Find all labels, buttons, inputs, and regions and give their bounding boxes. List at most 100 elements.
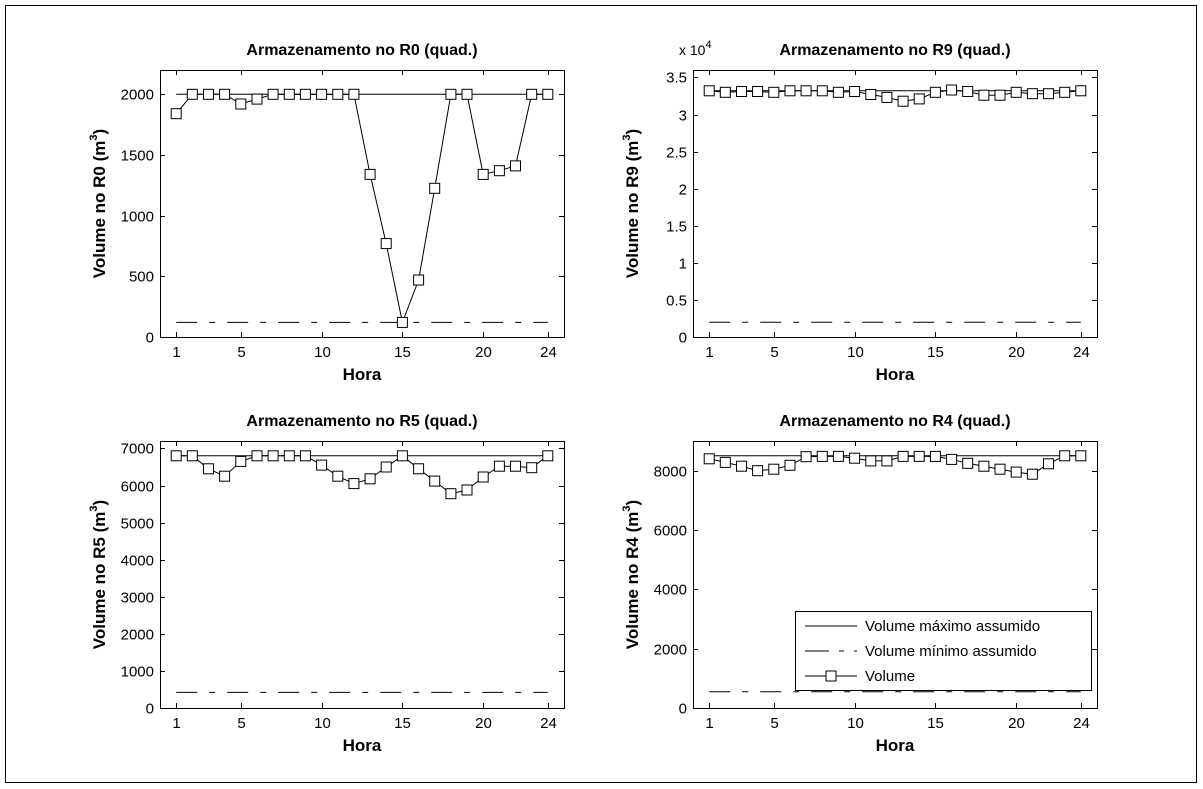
x-tick-label: 24 [1073,344,1090,361]
y-tick-label: 4000 [121,553,154,570]
y-tick-label: 2000 [121,87,154,104]
legend-label: Volume [865,668,915,685]
data-point-marker [332,88,344,100]
data-point-marker [768,86,780,98]
data-point-marker [364,473,376,485]
data-point-marker [768,463,780,475]
x-tick-label: 5 [770,344,778,361]
data-point-marker [897,450,909,462]
y-axis-label: Volume no R4 (m3) [621,500,642,649]
data-point-marker [784,85,796,97]
data-point-marker [736,460,747,472]
y-tick-label: 2.5 [666,145,687,162]
data-point-marker [929,450,941,462]
data-point-marker [510,460,521,472]
data-point-marker [510,160,521,172]
exponent-label: x 104 [679,39,712,58]
data-point-marker [752,465,764,477]
data-point-marker [978,89,990,101]
y-tick-label: 3.5 [666,70,687,87]
x-tick-label: 15 [927,344,944,361]
data-point-marker [477,471,489,483]
data-point-marker [1059,450,1071,462]
data-point-marker [170,108,182,120]
data-point-marker [994,89,1006,101]
data-point-marker [445,88,457,100]
data-point-marker [881,91,893,103]
x-tick-label: 5 [237,344,245,361]
y-tick-label: 0 [679,701,687,718]
data-point-marker [396,316,408,328]
data-point-marker [752,86,764,97]
data-point-marker [881,455,893,467]
y-tick-label: 4000 [654,582,687,599]
y-tick-label: 1000 [121,664,154,681]
y-tick-label: 2 [679,182,687,199]
y-tick-label: 1500 [121,148,154,165]
data-point-marker [267,450,279,462]
x-tick-label: 20 [1008,715,1025,732]
data-point-marker [897,95,909,107]
y-tick-label: 2000 [654,642,687,659]
data-point-marker [962,86,974,97]
x-tick-label: 24 [540,344,557,361]
data-point-marker [219,470,231,482]
data-point-marker [219,88,231,100]
x-tick-label: 10 [314,715,331,732]
data-point-marker [299,450,311,462]
data-point-marker [1026,468,1038,480]
data-point-marker [429,182,441,194]
data-point-marker [800,85,812,97]
y-tick-label: 1 [679,256,687,273]
data-point-marker [703,85,715,97]
data-point-marker [396,450,408,462]
data-point-marker [380,238,392,250]
legend: Volume máximo assumido Volume mínimo assu… [795,611,1092,691]
data-point-marker [283,450,295,462]
x-axis-label: Hora [876,365,915,384]
data-point-marker [800,451,812,463]
x-tick-label: 15 [394,344,411,361]
data-point-marker [526,88,538,100]
data-point-marker [477,168,489,180]
data-point-marker [913,93,925,105]
data-point-marker [946,84,958,96]
y-tick-label: 0 [146,330,154,347]
data-point-marker [832,86,844,98]
subplots-container: 1 5 10 15 20 240500100015002000Armazenamento … [88,39,1098,755]
y-tick-label: 1.5 [666,219,687,236]
data-point-marker [542,450,554,462]
data-point-marker [1010,466,1022,478]
data-point-marker [946,453,958,465]
data-point-marker [348,478,360,490]
x-tick-label: 15 [394,715,411,732]
data-point-marker [493,165,505,177]
x-tick-label: 10 [847,344,864,361]
data-point-marker [1043,88,1054,100]
data-point-marker [865,89,877,100]
data-point-marker [283,88,295,100]
data-point-marker [316,88,328,100]
data-point-marker [865,455,877,467]
data-point-marker [445,488,457,500]
data-point-marker [832,450,844,462]
legend-label: Volume máximo assumido [865,618,1040,635]
x-tick-label: 20 [475,715,492,732]
y-tick-label: 0.5 [666,293,687,310]
data-point-marker [316,459,328,471]
data-point-marker [186,88,198,100]
chart-title: Armazenamento no R5 (quad.) [246,413,477,430]
data-point-marker [332,470,344,482]
data-point-marker [929,86,941,98]
data-point-marker [413,463,425,475]
x-tick-label: 1 [705,344,713,361]
data-point-marker [203,463,214,475]
y-axis-label: Volume no R9 (m3) [621,129,642,278]
axes-box [693,70,1098,338]
axes-box [160,70,565,338]
y-tick-label: 5000 [121,516,154,533]
y-tick-label: 0 [146,701,154,718]
x-tick-label: 1 [172,715,180,732]
data-point-marker [978,460,990,472]
